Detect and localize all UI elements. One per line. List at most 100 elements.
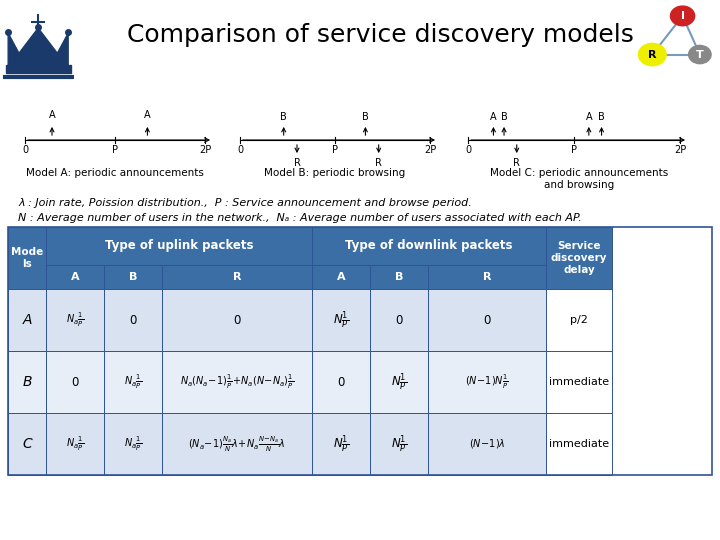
Text: A: A: [490, 112, 497, 122]
Text: immediate: immediate: [549, 377, 609, 387]
Text: Type of downlink packets: Type of downlink packets: [346, 240, 513, 253]
Text: R: R: [294, 158, 300, 168]
Text: Comparison of service discovery models: Comparison of service discovery models: [127, 23, 634, 47]
Bar: [8, 227, 712, 475]
Text: B: B: [598, 112, 605, 122]
Text: Model B: periodic browsing: Model B: periodic browsing: [264, 168, 405, 178]
Text: A: A: [71, 272, 79, 282]
Circle shape: [688, 45, 711, 64]
Text: 0: 0: [71, 375, 78, 388]
Bar: [8, 413, 46, 475]
Text: $N \frac{1}{P}$: $N \frac{1}{P}$: [391, 371, 407, 393]
Text: 0: 0: [233, 314, 240, 327]
Text: P: P: [571, 145, 577, 155]
Text: $N_a \frac{1}{P}$: $N_a \frac{1}{P}$: [124, 373, 142, 391]
Text: p/2: p/2: [570, 315, 588, 325]
Bar: [46, 351, 104, 413]
Bar: [370, 413, 428, 475]
Bar: [162, 413, 312, 475]
Circle shape: [639, 43, 666, 66]
Text: B: B: [362, 112, 369, 122]
Text: Model A: periodic announcements: Model A: periodic announcements: [26, 168, 204, 178]
Text: A: A: [22, 313, 32, 327]
Text: $N_a(N_a\!-\!1)\frac{1}{P}\!+\!N_a(N\!-\!N_a)\frac{1}{P}$: $N_a(N_a\!-\!1)\frac{1}{P}\!+\!N_a(N\!-\…: [180, 373, 294, 391]
Bar: [8, 289, 46, 351]
Bar: [46, 227, 312, 265]
Text: λ : Join rate, Poission distribution.,  P : Service announcement and browse peri: λ : Join rate, Poission distribution., P…: [18, 198, 472, 208]
Text: R: R: [233, 272, 241, 282]
Text: A: A: [337, 272, 346, 282]
Text: R: R: [648, 50, 657, 59]
Text: Service
discovery
delay: Service discovery delay: [551, 241, 607, 275]
Bar: [312, 265, 370, 289]
Text: 0: 0: [465, 145, 471, 155]
Text: $(N\!-\!1)\lambda$: $(N\!-\!1)\lambda$: [469, 437, 505, 450]
Bar: [46, 413, 104, 475]
Text: 0: 0: [483, 314, 491, 327]
Text: $N_a \frac{1}{P}$: $N_a \frac{1}{P}$: [66, 435, 84, 453]
Bar: [370, 265, 428, 289]
Text: 2P: 2P: [199, 145, 211, 155]
Bar: [46, 265, 104, 289]
Bar: [104, 289, 162, 351]
Bar: [428, 351, 546, 413]
Text: 2P: 2P: [674, 145, 686, 155]
Bar: [428, 413, 546, 475]
Bar: [104, 351, 162, 413]
Text: I: I: [680, 11, 685, 21]
Text: Type of uplink packets: Type of uplink packets: [104, 240, 253, 253]
Bar: [546, 227, 612, 289]
Text: A: A: [585, 112, 592, 122]
Text: R: R: [513, 158, 520, 168]
Bar: [46, 289, 104, 351]
Bar: [370, 289, 428, 351]
Text: R: R: [482, 272, 491, 282]
Text: P: P: [112, 145, 118, 155]
Text: $N_a \frac{1}{P}$: $N_a \frac{1}{P}$: [124, 435, 142, 453]
Text: 0: 0: [130, 314, 137, 327]
Bar: [312, 289, 370, 351]
Polygon shape: [8, 28, 68, 69]
Bar: [312, 413, 370, 475]
Bar: [370, 351, 428, 413]
Text: R: R: [375, 158, 382, 168]
Bar: [162, 351, 312, 413]
Text: C: C: [22, 437, 32, 451]
Text: A: A: [144, 110, 150, 120]
Circle shape: [670, 6, 695, 26]
Text: 0: 0: [237, 145, 243, 155]
Text: 2P: 2P: [424, 145, 436, 155]
Bar: [546, 413, 612, 475]
Text: B: B: [280, 112, 287, 122]
Bar: [312, 227, 546, 265]
Text: immediate: immediate: [549, 439, 609, 449]
Text: B: B: [129, 272, 138, 282]
Bar: [162, 289, 312, 351]
Bar: [162, 265, 312, 289]
Bar: [546, 289, 612, 351]
Bar: [428, 265, 546, 289]
Text: $(N\!-\!1)N\frac{1}{P}$: $(N\!-\!1)N\frac{1}{P}$: [465, 373, 509, 391]
Text: A: A: [49, 110, 55, 120]
Bar: [428, 289, 546, 351]
Bar: [8, 351, 46, 413]
Text: B: B: [500, 112, 508, 122]
Bar: [546, 351, 612, 413]
Text: B: B: [22, 375, 32, 389]
Text: $N \frac{1}{P}$: $N \frac{1}{P}$: [333, 433, 349, 455]
Text: P: P: [332, 145, 338, 155]
Bar: [6, 65, 71, 73]
Text: N : Average number of users in the network.,  Nₐ : Average number of users assoc: N : Average number of users in the netwo…: [18, 213, 582, 223]
Bar: [104, 413, 162, 475]
Bar: [8, 227, 46, 289]
Text: 0: 0: [22, 145, 28, 155]
Bar: [312, 351, 370, 413]
Text: B: B: [395, 272, 403, 282]
Text: T: T: [696, 50, 703, 59]
Text: Mode
ls: Mode ls: [11, 247, 43, 269]
Text: $N_a \frac{1}{P}$: $N_a \frac{1}{P}$: [66, 311, 84, 329]
Text: 0: 0: [395, 314, 402, 327]
Text: $N \frac{1}{P}$: $N \frac{1}{P}$: [391, 433, 407, 455]
Bar: [104, 265, 162, 289]
Text: $(N_a\!-\!1)\frac{N_a}{N}\lambda\!+\!N_a\frac{N\!-\!N_a}{N}\lambda$: $(N_a\!-\!1)\frac{N_a}{N}\lambda\!+\!N_a…: [188, 434, 286, 454]
